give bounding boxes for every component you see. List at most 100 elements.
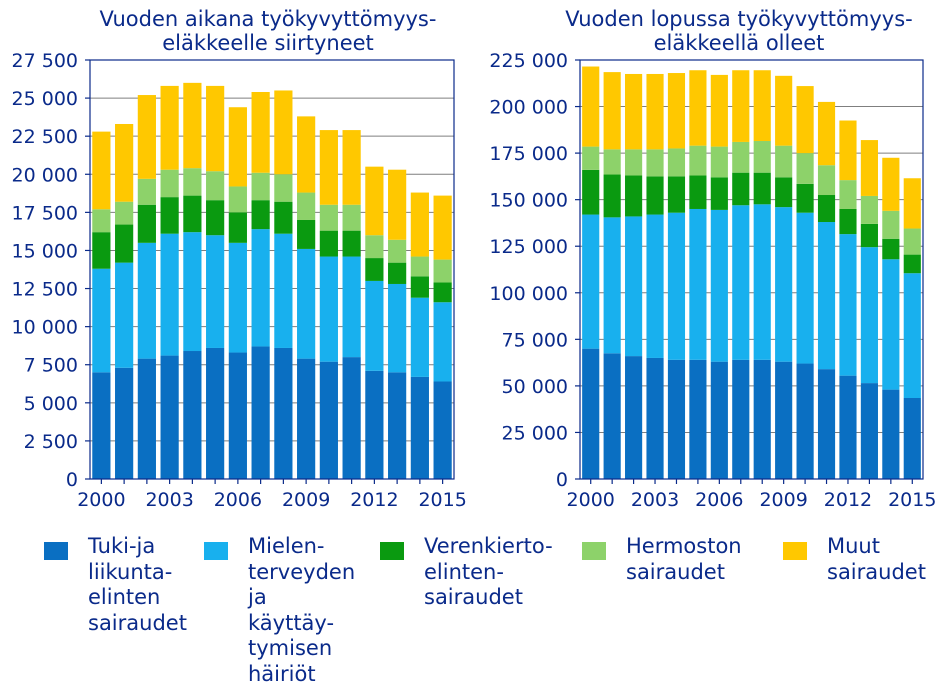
bar-segment bbox=[796, 86, 814, 154]
bar-segment bbox=[342, 230, 361, 257]
y-tick-label: 5 000 bbox=[24, 393, 78, 415]
bar-segment bbox=[882, 259, 900, 390]
bar-segment bbox=[433, 195, 452, 260]
bar-segment bbox=[582, 66, 600, 147]
bar-segment bbox=[710, 209, 728, 362]
chart-left: Vuoden aikana työkyvyttömyys-eläkkeelle … bbox=[12, 7, 467, 511]
bar-segment bbox=[274, 174, 293, 202]
y-tick-label: 50 000 bbox=[502, 376, 568, 398]
bar-segment bbox=[137, 204, 156, 243]
x-tick-label: 2006 bbox=[214, 489, 262, 511]
x-tick-label: 2009 bbox=[759, 489, 807, 511]
legend-label-muut: Muut sairaudet bbox=[827, 534, 926, 584]
bar-segment bbox=[882, 157, 900, 211]
bar-segment bbox=[115, 224, 134, 263]
bar-segment bbox=[433, 302, 452, 382]
chart-right: Vuoden lopussa työkyvyttömyys-eläkkeellä… bbox=[489, 7, 936, 511]
bar-segment bbox=[796, 363, 814, 479]
x-tick-label: 2012 bbox=[350, 489, 398, 511]
bar-segment bbox=[646, 214, 664, 358]
x-tick-label: 2009 bbox=[282, 489, 330, 511]
bar-segment bbox=[775, 177, 793, 208]
bar-segment bbox=[667, 212, 686, 360]
bar-segment bbox=[625, 149, 643, 176]
bar-segment bbox=[603, 353, 621, 479]
x-tick-label: 2012 bbox=[824, 489, 872, 511]
bar-segment bbox=[860, 223, 878, 248]
bar-segment bbox=[137, 95, 156, 179]
bar-segment bbox=[667, 176, 686, 213]
bar-segment bbox=[689, 70, 707, 146]
bar-segment bbox=[137, 178, 156, 205]
bar-segment bbox=[860, 140, 878, 196]
bar-segment bbox=[689, 145, 707, 176]
y-tick-label: 10 000 bbox=[12, 317, 78, 339]
bar-segment bbox=[206, 85, 225, 172]
bar-segment bbox=[92, 131, 111, 210]
bar-segment bbox=[160, 197, 179, 234]
bar-segment bbox=[753, 204, 771, 360]
bar-segment bbox=[251, 91, 270, 173]
y-tick-label: 150 000 bbox=[489, 190, 568, 212]
bar-segment bbox=[710, 74, 728, 147]
bar-segment bbox=[365, 370, 384, 479]
bar-segment bbox=[753, 141, 771, 173]
bar-segment bbox=[839, 120, 857, 181]
bar-segment bbox=[251, 229, 270, 347]
bar-segment bbox=[228, 186, 247, 213]
y-tick-label: 25 000 bbox=[12, 88, 78, 110]
bar-segment bbox=[160, 169, 179, 198]
bar-segment bbox=[115, 367, 134, 479]
bar-segment bbox=[796, 212, 814, 364]
bar-segment bbox=[115, 201, 134, 225]
bar-segment bbox=[274, 233, 293, 348]
bar-segment bbox=[603, 149, 621, 175]
bar-segment bbox=[817, 101, 836, 166]
legend-label-mielen: Mielen- terveyden ja käyttäy- tymisen hä… bbox=[248, 534, 356, 686]
bar-segment bbox=[228, 242, 247, 353]
bar-segment bbox=[796, 183, 814, 213]
bar-segment bbox=[882, 210, 900, 239]
x-tick-label: 2003 bbox=[631, 489, 679, 511]
bar-segment bbox=[388, 372, 407, 479]
bar-segment bbox=[410, 297, 429, 377]
bar-segment bbox=[251, 346, 270, 479]
bar-segment bbox=[297, 116, 316, 193]
bar-segment bbox=[297, 219, 316, 249]
bar-segment bbox=[183, 351, 202, 479]
legend-swatch-tuki bbox=[44, 542, 68, 560]
bar-segment bbox=[228, 107, 247, 187]
y-tick-label: 17 500 bbox=[12, 202, 78, 224]
bar-segment bbox=[342, 130, 361, 205]
bar-segment bbox=[319, 230, 338, 257]
bar-segment bbox=[689, 208, 707, 360]
bar-segment bbox=[297, 192, 316, 220]
bar-segment bbox=[115, 262, 134, 368]
bar-segment bbox=[388, 239, 407, 263]
bar-segment bbox=[775, 207, 793, 362]
bar-segment bbox=[753, 70, 771, 142]
bar-segment bbox=[137, 242, 156, 359]
bar-segment bbox=[625, 216, 643, 357]
bar-segment bbox=[160, 355, 179, 479]
bar-segment bbox=[732, 141, 750, 173]
bar-segment bbox=[817, 369, 836, 479]
bar-segment bbox=[732, 359, 750, 479]
bar-segment bbox=[839, 375, 857, 479]
bar-segment bbox=[388, 262, 407, 284]
bar-segment bbox=[775, 361, 793, 479]
legend: Tuki-ja liikunta- elinten sairaudet Miel… bbox=[0, 534, 945, 686]
bar-segment bbox=[839, 234, 857, 376]
bar-segment bbox=[410, 376, 429, 479]
legend-swatch-hermoston bbox=[582, 542, 606, 560]
legend-label-verenkierto: Verenkierto- elinten- sairaudet bbox=[424, 534, 553, 609]
bar-segment bbox=[710, 146, 728, 178]
bar-segment bbox=[137, 358, 156, 479]
y-tick-label: 22 500 bbox=[12, 126, 78, 148]
bar-segment bbox=[365, 235, 384, 259]
bar-segment bbox=[646, 357, 664, 479]
bar-segment bbox=[903, 254, 921, 274]
bar-segment bbox=[365, 258, 384, 281]
bar-segment bbox=[603, 217, 621, 354]
bar-segment bbox=[365, 166, 384, 236]
